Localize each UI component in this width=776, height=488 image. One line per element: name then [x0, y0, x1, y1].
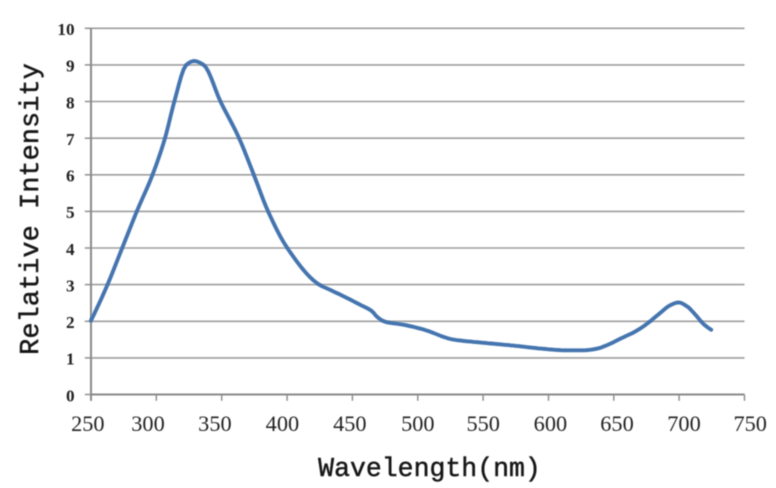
svg-text:6: 6	[66, 167, 75, 186]
svg-text:700: 700	[667, 411, 700, 436]
svg-text:Relative Intensity: Relative Intensity	[17, 63, 47, 355]
svg-text:2: 2	[66, 313, 75, 332]
svg-text:8: 8	[66, 93, 75, 112]
svg-text:7: 7	[66, 130, 75, 149]
svg-text:500: 500	[401, 411, 434, 436]
svg-text:1: 1	[66, 350, 75, 369]
svg-text:3: 3	[66, 276, 75, 295]
svg-text:0: 0	[66, 386, 75, 405]
svg-text:250: 250	[71, 411, 104, 436]
svg-text:650: 650	[600, 411, 633, 436]
svg-text:750: 750	[733, 411, 766, 436]
svg-text:600: 600	[534, 411, 567, 436]
svg-text:4: 4	[66, 240, 75, 259]
svg-text:Wavelength(nm): Wavelength(nm)	[318, 454, 541, 483]
svg-text:400: 400	[266, 411, 299, 436]
svg-text:5: 5	[66, 203, 75, 222]
svg-text:350: 350	[198, 411, 231, 436]
svg-text:10: 10	[57, 20, 74, 39]
svg-text:550: 550	[466, 411, 499, 436]
svg-text:300: 300	[131, 411, 164, 436]
svg-text:9: 9	[66, 57, 75, 76]
svg-text:450: 450	[333, 411, 366, 436]
